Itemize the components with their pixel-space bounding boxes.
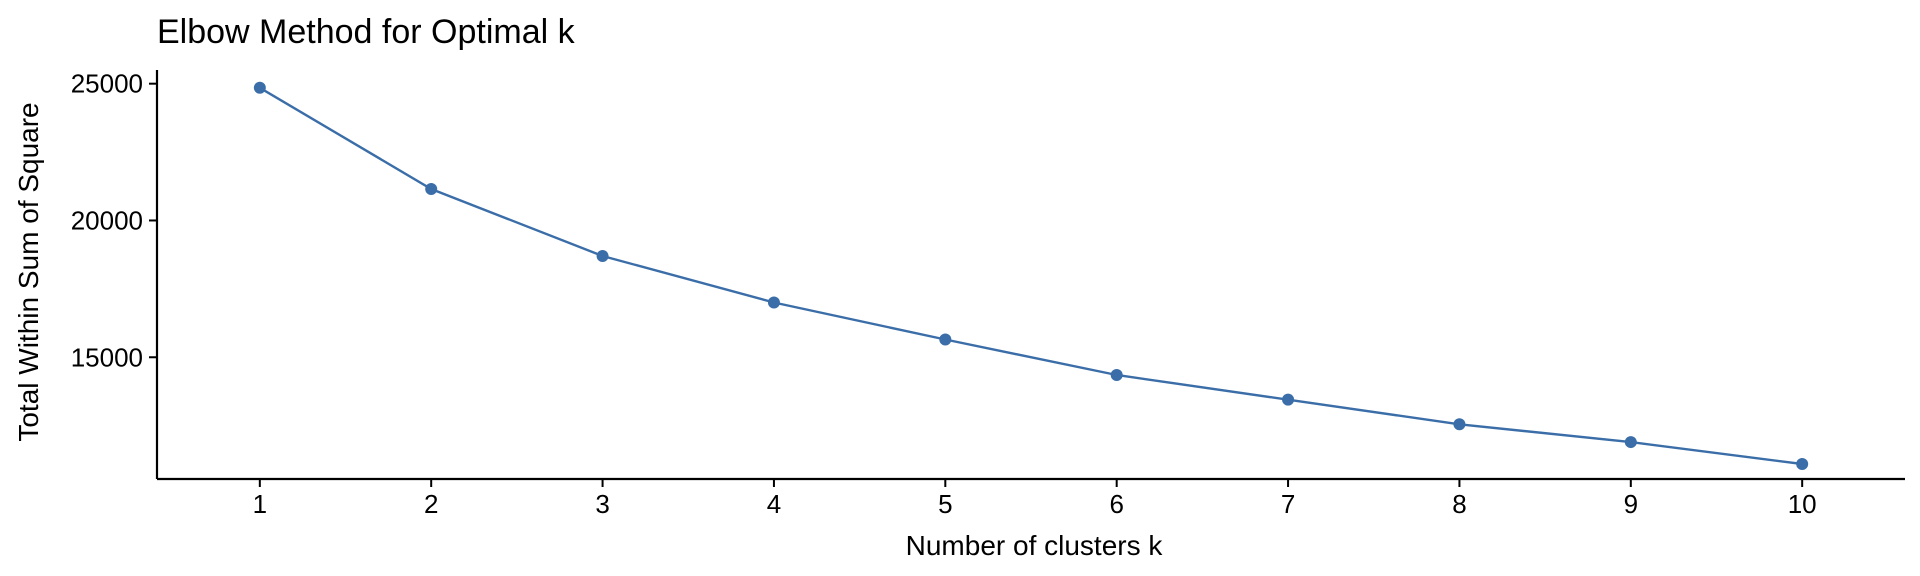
data-point xyxy=(1453,418,1466,431)
data-points xyxy=(253,81,1809,470)
x-tick-label: 10 xyxy=(1788,489,1817,519)
x-tick-label: 9 xyxy=(1624,489,1638,519)
y-tick-label: 15000 xyxy=(71,342,143,372)
data-point xyxy=(1110,369,1123,382)
x-axis-ticks: 1 2 3 4 5 6 7 8 9 10 xyxy=(253,479,1817,519)
data-point xyxy=(1624,436,1637,449)
data-point xyxy=(253,81,266,94)
x-tick-label: 3 xyxy=(595,489,609,519)
data-point xyxy=(425,183,438,196)
data-point xyxy=(596,250,609,263)
data-point xyxy=(1282,393,1295,406)
x-axis-label: Number of clusters k xyxy=(906,530,1164,561)
data-point xyxy=(1796,457,1809,470)
y-tick-label: 25000 xyxy=(71,69,143,99)
data-point xyxy=(939,333,952,346)
x-tick-label: 1 xyxy=(253,489,267,519)
x-tick-label: 6 xyxy=(1109,489,1123,519)
x-tick-label: 7 xyxy=(1281,489,1295,519)
y-tick-label: 20000 xyxy=(71,205,143,235)
data-point xyxy=(767,296,780,309)
x-tick-label: 8 xyxy=(1452,489,1466,519)
x-tick-label: 4 xyxy=(767,489,781,519)
y-axis-ticks: 15000 20000 25000 xyxy=(71,69,157,372)
series-line xyxy=(259,86,1803,466)
x-tick-label: 5 xyxy=(938,489,952,519)
y-axis-label: Total Within Sum of Square xyxy=(13,102,44,441)
x-tick-label: 2 xyxy=(424,489,438,519)
chart-title: Elbow Method for Optimal k xyxy=(157,13,576,51)
